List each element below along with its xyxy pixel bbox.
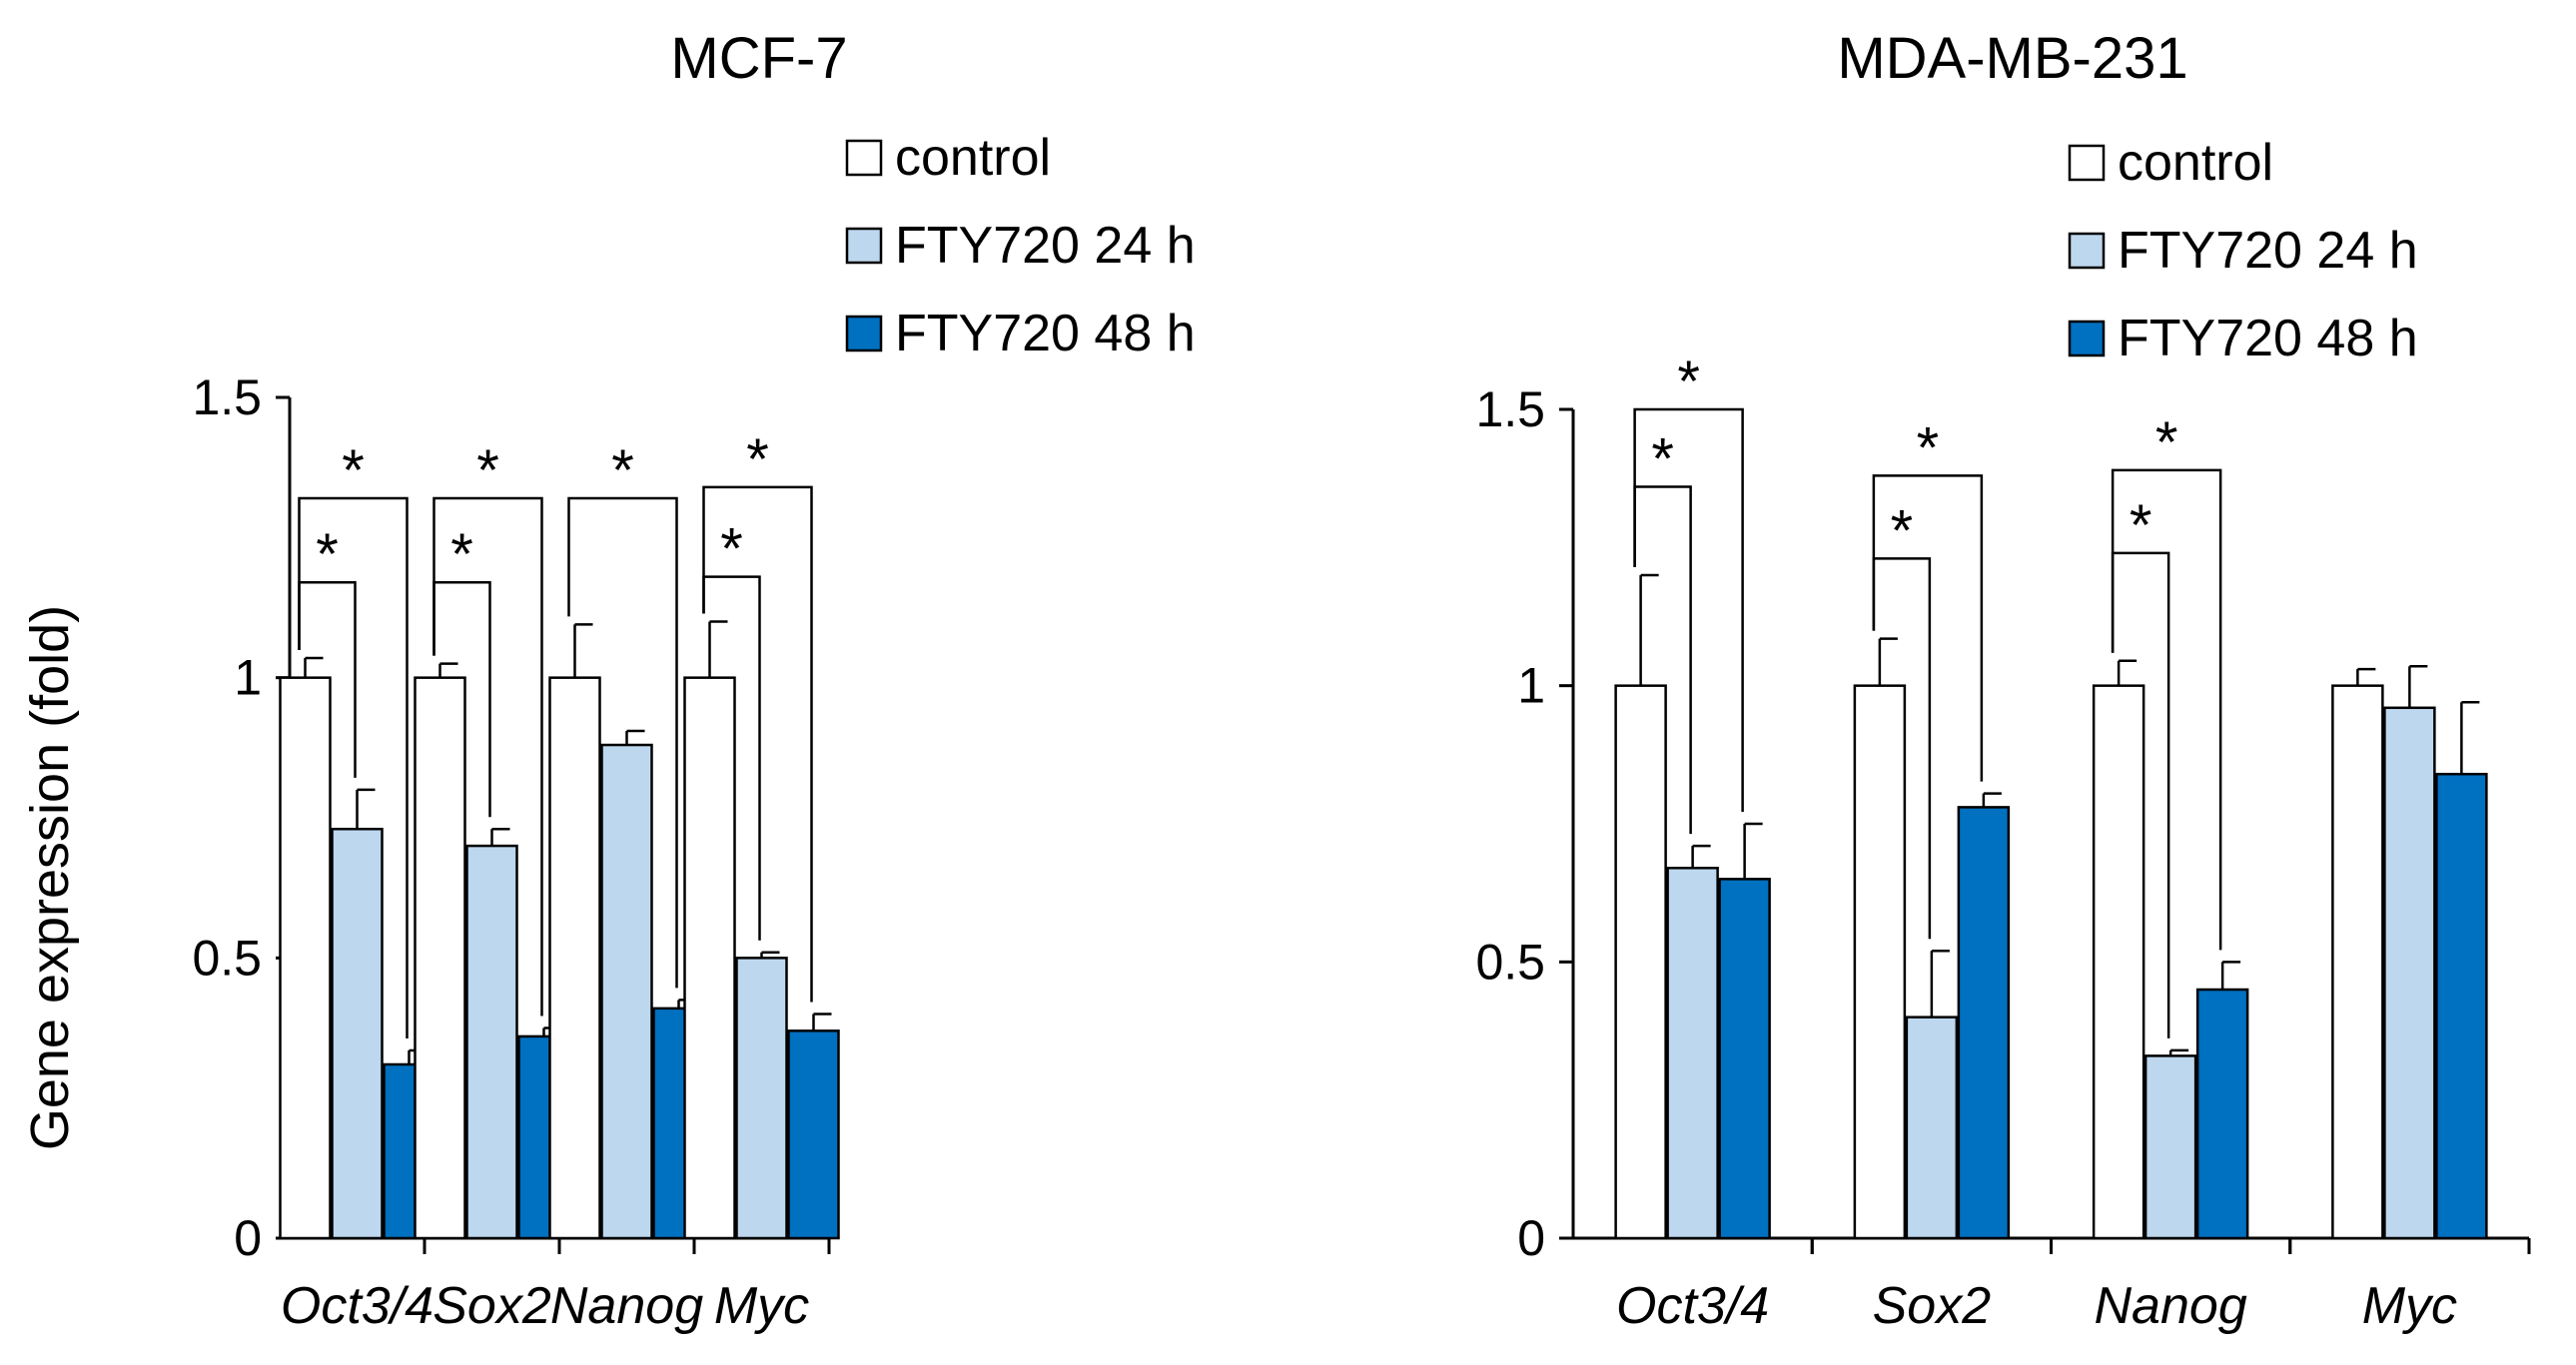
mdamb231-y-tick-label: 1.5 <box>1475 381 1545 437</box>
mcf7-bar-fty720-24h <box>600 743 653 1240</box>
mcf7-legend-swatch <box>845 227 883 265</box>
mcf7-significance-bracket <box>432 496 543 1017</box>
mdamb231-bar-control <box>2331 684 2384 1240</box>
mdamb231-significance-star: * <box>1917 415 1940 480</box>
mdamb231-significance-bracket <box>1633 407 1744 812</box>
mdamb231-legend-swatch <box>2068 144 2106 182</box>
mcf7-legend-label: control <box>895 129 1051 187</box>
mcf7-legend-label: FTY720 48 h <box>895 305 1196 362</box>
mcf7-legend-label: FTY720 24 h <box>895 217 1196 275</box>
mdamb231-category-label: Myc <box>2362 1277 2457 1335</box>
mdamb231-bar-fty720-48h <box>2435 772 2488 1240</box>
mdamb231-legend-swatch <box>2068 232 2106 270</box>
mcf7-significance-bracket <box>298 496 409 1038</box>
mcf7-y-tick-label: 1 <box>234 650 262 706</box>
mcf7-significance-star: * <box>342 438 365 503</box>
mcf7-y-tick-label: 0 <box>234 1210 262 1266</box>
mcf7-bar-fty720-24h <box>331 827 384 1240</box>
mdamb231-legend-swatch <box>2068 320 2106 357</box>
mdamb231-bar-control <box>2092 684 2146 1240</box>
mcf7-chart: MCF-7 Gene expression (fold) 0 0.5 1 1.5 Oct3/… <box>20 26 1196 1335</box>
mdamb231-significance-bracket <box>1872 474 1984 782</box>
mdamb231-bar-fty720-48h <box>1718 878 1771 1240</box>
mcf7-bar-control <box>279 676 332 1240</box>
mcf7-y-tick-label: 0.5 <box>192 930 262 986</box>
mcf7-bar-control <box>683 676 736 1240</box>
mdamb231-y-tick-label: 1 <box>1517 658 1545 714</box>
mdamb231-legend-label: FTY720 24 h <box>2118 222 2418 280</box>
mcf7-significance-star: * <box>746 427 769 492</box>
mdamb231-bar-fty720-24h <box>1905 1016 1959 1240</box>
mdamb231-significance-star: * <box>2155 410 2178 475</box>
mcf7-bar-fty720-24h <box>465 844 518 1240</box>
mdamb231-bar-fty720-48h <box>1957 806 2011 1240</box>
mdamb231-bar-control <box>1614 684 1667 1240</box>
mcf7-significance-bracket <box>702 485 813 1003</box>
mdamb231-y-tick-label: 0 <box>1517 1210 1545 1266</box>
mcf7-y-tick-label: 1.5 <box>192 369 262 425</box>
mcf7-bar-fty720-24h <box>735 957 788 1240</box>
mdamb231-significance-star: * <box>1651 426 1674 491</box>
mcf7-significance-bracket <box>567 496 678 989</box>
mcf7-significance-star: * <box>611 438 634 503</box>
mcf7-category-label: Oct3/4 <box>281 1277 433 1335</box>
mdamb231-bar-fty720-24h <box>2383 706 2436 1240</box>
mdamb231-legend-label: FTY720 48 h <box>2118 310 2418 367</box>
mcf7-significance-star: * <box>450 522 473 587</box>
mcf7-significance-star: * <box>720 517 743 582</box>
mcf7-y-axis-label: Gene expression (fold) <box>20 605 80 1150</box>
mdamb231-bar-fty720-24h <box>1666 867 1719 1240</box>
mdamb231-y-tick-label: 0.5 <box>1475 934 1545 990</box>
mcf7-title: MCF-7 <box>670 26 847 91</box>
mcf7-category-label: Nanog <box>550 1277 703 1335</box>
mdamb231-bar-control <box>1853 684 1907 1240</box>
mdamb231-legend-label: control <box>2118 134 2273 192</box>
mdamb231-significance-star: * <box>1891 498 1914 563</box>
mdamb231-bar-fty720-48h <box>2195 988 2249 1240</box>
mcf7-bar-control <box>414 676 466 1240</box>
mcf7-bar-control <box>548 676 601 1240</box>
mcf7-bar-fty720-48h <box>787 1029 840 1240</box>
mcf7-significance-star: * <box>476 438 499 503</box>
mdamb231-title: MDA-MB-231 <box>1837 26 2187 91</box>
mdamb231-category-label: Sox2 <box>1873 1277 1992 1335</box>
mdamb231-significance-bracket <box>2111 468 2222 951</box>
mdamb231-significance-star: * <box>1677 349 1700 414</box>
mdamb231-chart: MDA-MB-23100.511.5Oct3/4**Sox2**Nanog**M… <box>1475 26 2531 1335</box>
mdamb231-category-label: Oct3/4 <box>1616 1277 1769 1335</box>
mcf7-category-label: Sox2 <box>432 1277 551 1335</box>
mcf7-legend-swatch <box>845 315 883 352</box>
mcf7-significance-star: * <box>316 522 339 587</box>
mdamb231-category-label: Nanog <box>2095 1277 2247 1335</box>
mdamb231-significance-star: * <box>2130 493 2152 558</box>
mdamb231-bar-fty720-24h <box>2144 1054 2197 1240</box>
mcf7-legend-swatch <box>845 139 883 177</box>
mcf7-category-label: Myc <box>714 1277 809 1335</box>
